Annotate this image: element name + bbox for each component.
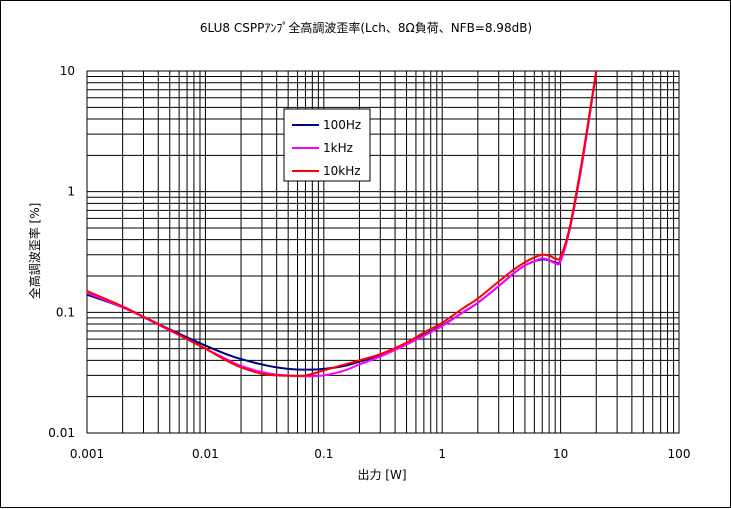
x-tick-label: 0.1 — [314, 447, 333, 461]
legend-label-10khz: 10kHz — [323, 164, 361, 178]
x-tick-label: 1 — [438, 447, 446, 461]
chart-title: 6LU8 CSPPｱﾝﾌﾟ全高調波歪率(Lch、8Ω負荷、NFB=8.98dB) — [200, 20, 532, 35]
series-line-1khz — [86, 70, 598, 378]
y-tick-label: 1 — [67, 185, 75, 199]
x-tick-label: 100 — [668, 447, 691, 461]
series-line-10khz — [86, 70, 598, 377]
x-tick-label: 10 — [553, 447, 568, 461]
y-tick-label: 10 — [60, 64, 75, 78]
x-tick-label: 0.001 — [70, 447, 104, 461]
legend-label-1khz: 1kHz — [323, 141, 353, 155]
legend-box — [283, 108, 371, 182]
y-tick-label: 0.01 — [48, 426, 75, 440]
series-group — [86, 70, 598, 378]
x-axis-label: 出力 [W] — [357, 468, 406, 482]
legend: 100Hz 1kHz 10kHz — [283, 108, 371, 182]
x-tick-label: 0.01 — [192, 447, 219, 461]
plot-area — [86, 70, 680, 434]
grid — [87, 71, 679, 433]
y-tick-label: 0.1 — [56, 305, 75, 319]
y-axis-label: 全高調波歪率 [%] — [27, 203, 42, 300]
legend-label-100hz: 100Hz — [323, 118, 361, 132]
tick-labels: 0.001 0.01 0.1 1 10 100 10 1 0.1 0.01 — [48, 64, 690, 461]
